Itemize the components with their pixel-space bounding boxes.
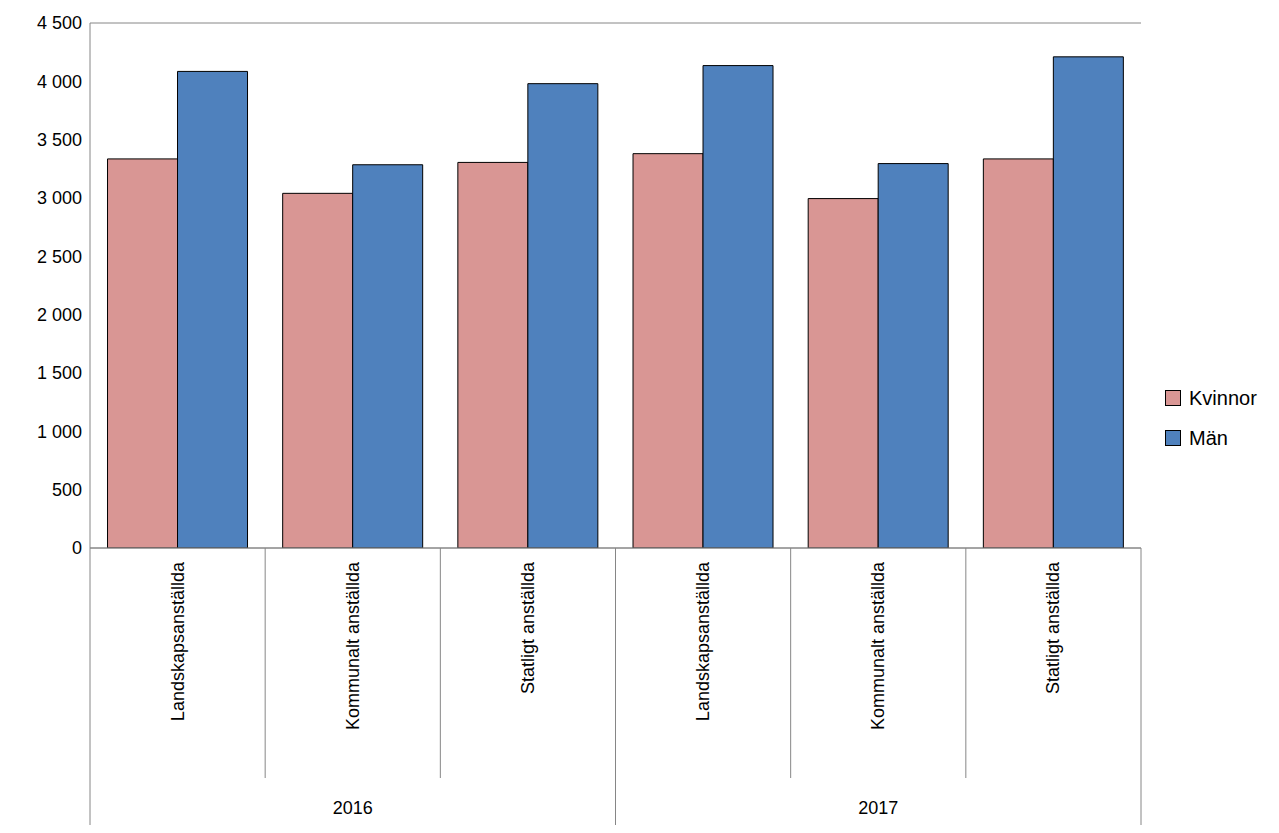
svg-text:Statligt anställda: Statligt anställda [518, 561, 538, 694]
svg-text:1 500: 1 500 [37, 363, 82, 383]
svg-text:Landskapsanställda: Landskapsanställda [168, 561, 188, 721]
svg-text:1 000: 1 000 [37, 422, 82, 442]
svg-text:4 000: 4 000 [37, 72, 82, 92]
svg-text:3 500: 3 500 [37, 130, 82, 150]
html-text:Män: Män [1189, 426, 1228, 449]
html-text:Kvinnor: Kvinnor [1189, 386, 1257, 409]
svg-text:2 000: 2 000 [37, 305, 82, 325]
svg-text:3 000: 3 000 [37, 188, 82, 208]
svg-text:2 500: 2 500 [37, 247, 82, 267]
svg-text:4 500: 4 500 [37, 13, 82, 33]
svg-text:Kommunalt anställda: Kommunalt anställda [868, 561, 888, 730]
svg-text:Landskapsanställda: Landskapsanställda [693, 561, 713, 721]
svg-text:2016: 2016 [333, 798, 373, 818]
svg-text:500: 500 [52, 480, 82, 500]
svg-text:Kommunalt anställda: Kommunalt anställda [343, 561, 363, 730]
svg-text:0: 0 [72, 538, 82, 558]
svg-text:2017: 2017 [858, 798, 898, 818]
svg-text:Statligt anställda: Statligt anställda [1043, 561, 1063, 694]
